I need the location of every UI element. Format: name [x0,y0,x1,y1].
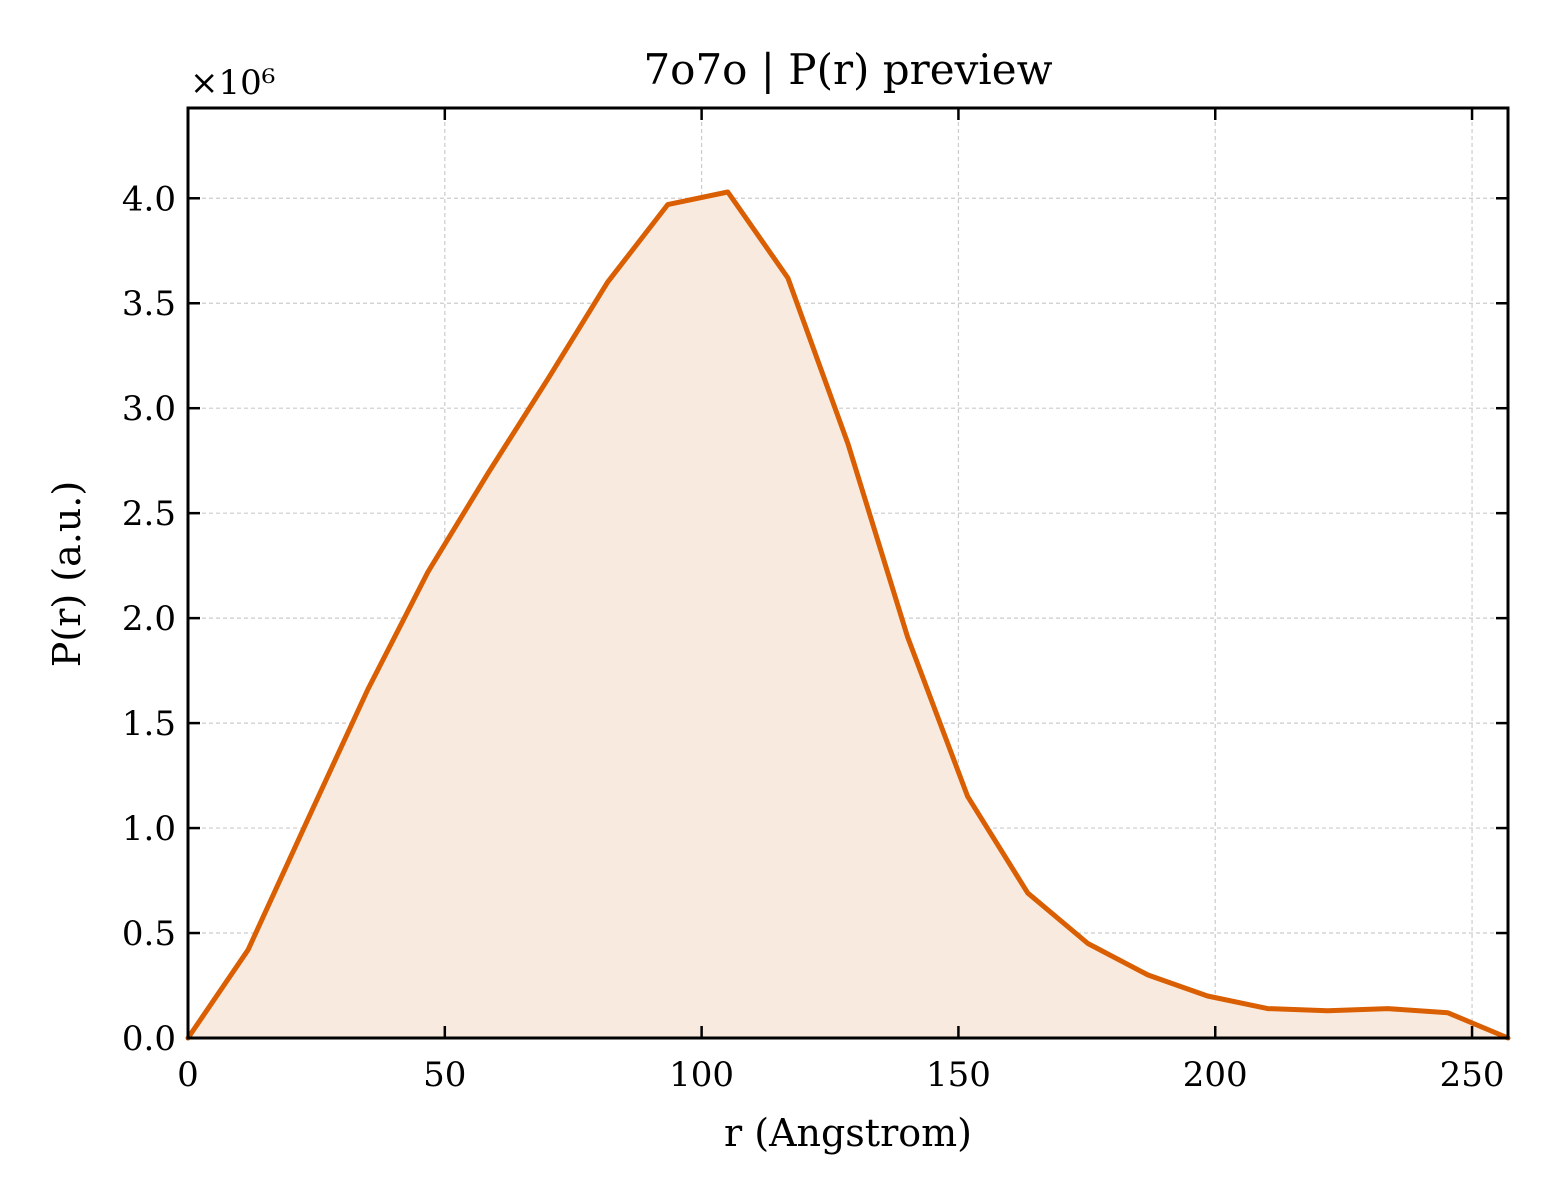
pr-area-fill [188,192,1508,1038]
x-axis-label: r (Angstrom) [724,1111,972,1155]
y-tick-label: 3.5 [122,284,176,324]
x-tick-label: 100 [669,1055,734,1095]
y-tick-label: 0.5 [122,914,176,954]
x-tick-label: 150 [926,1055,991,1095]
x-tick-label: 200 [1183,1055,1248,1095]
y-offset-label: ×10⁶ [190,63,275,103]
x-tick-label: 250 [1440,1055,1505,1095]
y-axis-label: P(r) (a.u.) [45,481,89,667]
x-tick-label: 50 [423,1055,466,1095]
plot-frame [186,106,1510,1040]
y-tick-label: 2.5 [122,494,176,534]
grid-layer [188,108,1508,1038]
y-tick-label: 3.0 [122,389,176,429]
chart-title: 7o7o | P(r) preview [643,45,1052,94]
y-tick-label: 4.0 [122,179,176,219]
axes-layer: 0 50 100 150 200 250 0.0 0.5 1.0 1.5 2.0 2.5 3.0 3.5 4… [122,106,1510,1095]
y-tick-label: 1.5 [122,704,176,744]
line-layer [185,189,1511,1041]
area-layer [188,192,1508,1038]
pr-series-line [185,189,1511,1041]
y-tick-label: 1.0 [122,809,176,849]
y-tick-label: 2.0 [122,599,176,639]
x-tick-label: 0 [177,1055,199,1095]
y-tick-label: 0.0 [122,1019,176,1059]
